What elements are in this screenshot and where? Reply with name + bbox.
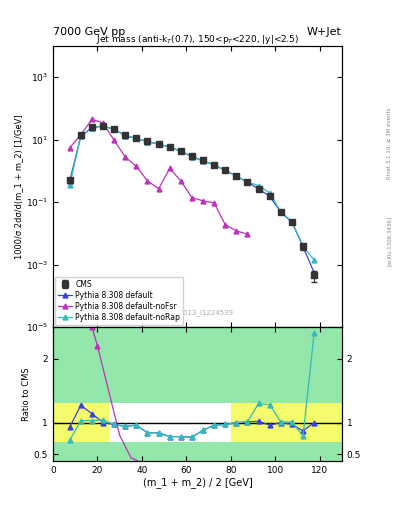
- Pythia 8.308 default: [178, 148, 183, 154]
- Pythia 8.308 default-noFsr: [223, 222, 228, 228]
- Pythia 8.308 default: [67, 178, 72, 184]
- Pythia 8.308 default-noFsr: [123, 154, 128, 160]
- Legend: CMS, Pythia 8.308 default, Pythia 8.308 default-noFsr, Pythia 8.308 default-noRa: CMS, Pythia 8.308 default, Pythia 8.308 …: [55, 277, 183, 325]
- Pythia 8.308 default: [134, 135, 139, 141]
- Pythia 8.308 default-noRap: [134, 135, 139, 141]
- Pythia 8.308 default: [267, 193, 272, 199]
- Pythia 8.308 default: [223, 167, 228, 174]
- Bar: [298, 403, 342, 442]
- Text: CMS_2013_I1224539: CMS_2013_I1224539: [161, 309, 234, 316]
- Pythia 8.308 default-noRap: [256, 182, 261, 188]
- Pythia 8.308 default-noRap: [301, 243, 305, 249]
- Pythia 8.308 default: [256, 186, 261, 192]
- Pythia 8.308 default-noFsr: [145, 178, 150, 184]
- Pythia 8.308 default-noFsr: [167, 165, 172, 172]
- Pythia 8.308 default-noRap: [290, 219, 294, 225]
- Pythia 8.308 default-noRap: [212, 162, 217, 168]
- Pythia 8.308 default-noFsr: [189, 195, 194, 201]
- Bar: [298, 327, 342, 461]
- Bar: [108, 403, 231, 442]
- Pythia 8.308 default: [212, 162, 217, 168]
- Pythia 8.308 default-noFsr: [90, 116, 94, 122]
- Pythia 8.308 default: [167, 144, 172, 150]
- Pythia 8.308 default-noRap: [112, 126, 116, 133]
- Pythia 8.308 default: [90, 125, 94, 131]
- Title: Jet mass (anti-k$_T$(0.7), 150<p$_T$<220, |y|<2.5): Jet mass (anti-k$_T$(0.7), 150<p$_T$<220…: [96, 33, 299, 46]
- Bar: [231, 403, 298, 442]
- Pythia 8.308 default: [79, 133, 83, 139]
- Pythia 8.308 default-noFsr: [67, 145, 72, 151]
- Pythia 8.308 default-noRap: [245, 179, 250, 185]
- Pythia 8.308 default-noRap: [167, 144, 172, 150]
- Pythia 8.308 default-noRap: [201, 158, 206, 164]
- Pythia 8.308 default-noFsr: [178, 178, 183, 184]
- Pythia 8.308 default-noRap: [101, 123, 105, 129]
- Pythia 8.308 default-noRap: [178, 148, 183, 154]
- Pythia 8.308 default-noRap: [234, 173, 239, 179]
- Text: [arXiv:1306.3436]: [arXiv:1306.3436]: [387, 216, 392, 266]
- X-axis label: (m_1 + m_2) / 2 [GeV]: (m_1 + m_2) / 2 [GeV]: [143, 477, 252, 488]
- Pythia 8.308 default: [234, 173, 239, 179]
- Pythia 8.308 default: [189, 154, 194, 160]
- Pythia 8.308 default: [201, 158, 206, 164]
- Bar: [53, 403, 86, 442]
- Line: Pythia 8.308 default-noRap: Pythia 8.308 default-noRap: [67, 123, 317, 263]
- Pythia 8.308 default-noRap: [312, 257, 316, 263]
- Text: 7000 GeV pp: 7000 GeV pp: [53, 27, 125, 37]
- Pythia 8.308 default: [101, 123, 105, 129]
- Pythia 8.308 default-noFsr: [156, 186, 161, 192]
- Bar: [86, 327, 108, 461]
- Pythia 8.308 default-noFsr: [234, 228, 239, 234]
- Text: W+Jet: W+Jet: [307, 27, 342, 37]
- Pythia 8.308 default-noFsr: [245, 231, 250, 237]
- Pythia 8.308 default-noFsr: [212, 200, 217, 206]
- Y-axis label: 1000/σ 2dσ/d(m_1 + m_2) [1/GeV]: 1000/σ 2dσ/d(m_1 + m_2) [1/GeV]: [14, 114, 23, 259]
- Pythia 8.308 default-noFsr: [101, 120, 105, 126]
- Pythia 8.308 default-noRap: [67, 182, 72, 188]
- Bar: [53, 327, 86, 461]
- Pythia 8.308 default: [123, 133, 128, 139]
- Pythia 8.308 default-noRap: [279, 209, 283, 215]
- Y-axis label: Ratio to CMS: Ratio to CMS: [22, 367, 31, 421]
- Pythia 8.308 default-noRap: [156, 141, 161, 147]
- Bar: [86, 403, 108, 442]
- Pythia 8.308 default-noRap: [267, 189, 272, 196]
- Pythia 8.308 default: [301, 244, 305, 250]
- Pythia 8.308 default-noRap: [145, 139, 150, 145]
- Pythia 8.308 default: [112, 126, 116, 133]
- Pythia 8.308 default-noRap: [79, 133, 83, 139]
- Pythia 8.308 default-noRap: [189, 154, 194, 160]
- Pythia 8.308 default: [245, 179, 250, 185]
- Line: Pythia 8.308 default-noFsr: Pythia 8.308 default-noFsr: [67, 117, 250, 237]
- Pythia 8.308 default-noFsr: [112, 137, 116, 143]
- Bar: [108, 327, 231, 461]
- Line: Pythia 8.308 default: Pythia 8.308 default: [67, 123, 317, 275]
- Pythia 8.308 default: [312, 270, 316, 276]
- Text: Rivet 3.1.10, ≥ 3M events: Rivet 3.1.10, ≥ 3M events: [387, 108, 392, 179]
- Pythia 8.308 default: [156, 141, 161, 147]
- Pythia 8.308 default-noFsr: [134, 163, 139, 169]
- Pythia 8.308 default-noRap: [90, 124, 94, 131]
- Pythia 8.308 default: [279, 209, 283, 216]
- Pythia 8.308 default: [145, 139, 150, 145]
- Pythia 8.308 default-noFsr: [79, 132, 83, 138]
- Pythia 8.308 default: [290, 219, 294, 225]
- Pythia 8.308 default-noFsr: [201, 198, 206, 204]
- Pythia 8.308 default-noRap: [223, 167, 228, 174]
- Pythia 8.308 default-noRap: [123, 133, 128, 139]
- Bar: [231, 327, 298, 461]
